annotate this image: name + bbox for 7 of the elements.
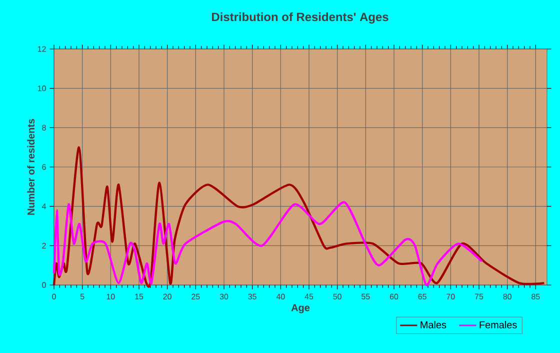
legend-label: Males: [420, 321, 446, 328]
x-axis-title: Age: [291, 304, 310, 314]
legend-label: Females: [480, 321, 517, 328]
y-axis-title: Number of residents: [27, 118, 35, 215]
line-series: [52, 146, 546, 286]
chart-title: Distribution of Residents' Ages: [212, 12, 388, 24]
line-series: [52, 201, 483, 286]
